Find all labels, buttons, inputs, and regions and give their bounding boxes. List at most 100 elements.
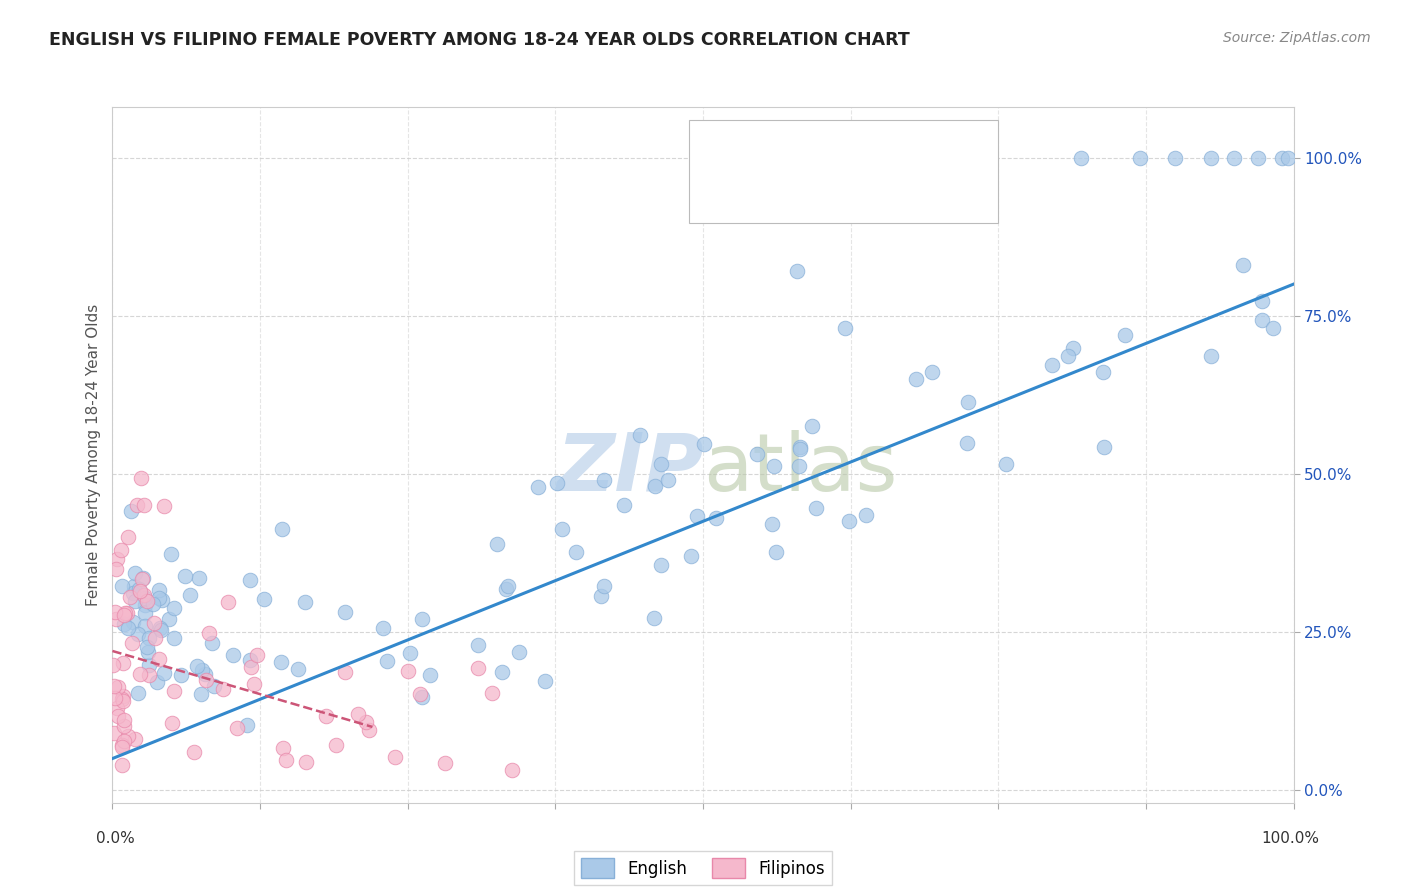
Point [335,606,357,620]
Point [1250,313,1272,327]
Point [508,645,530,659]
Point [1129,151,1152,165]
Point [411,690,433,704]
Point [593,579,616,593]
Point [111,689,134,703]
Point [1261,321,1284,335]
Point [111,740,134,755]
Point [198,625,221,640]
Legend: English, Filipinos: English, Filipinos [574,851,832,885]
Point [294,595,316,609]
Point [1232,258,1254,272]
Point [117,729,139,743]
Point [160,716,183,731]
Point [1092,365,1115,379]
Point [496,579,519,593]
Point [239,574,262,588]
Point [120,504,142,518]
Point [433,756,456,771]
Point [159,612,181,626]
Text: ZIP: ZIP [555,430,703,508]
Point [1070,151,1092,165]
Point [481,686,503,700]
Point [745,447,768,461]
Point [138,658,160,673]
Point [143,631,166,645]
Point [148,591,170,605]
Point [146,675,169,690]
Point [163,601,186,615]
Point [1062,341,1084,355]
Point [134,498,156,512]
Text: ENGLISH VS FILIPINO FEMALE POVERTY AMONG 18-24 YEAR OLDS CORRELATION CHART: ENGLISH VS FILIPINO FEMALE POVERTY AMONG… [49,31,910,49]
Point [396,664,419,678]
Point [276,753,298,767]
Point [134,598,156,612]
Point [411,612,433,626]
Point [789,440,811,454]
Point [804,500,827,515]
Point [486,537,509,551]
Point [104,562,127,576]
Text: atlas: atlas [703,430,897,508]
Point [104,691,127,706]
Point [765,545,787,559]
Point [103,680,125,694]
Point [194,673,217,688]
Point [124,593,146,607]
Point [704,510,727,524]
Point [613,498,636,512]
Point [186,659,208,673]
Point [1057,349,1080,363]
Point [138,645,160,659]
Point [115,606,138,620]
Point [104,605,127,619]
Point [657,473,679,487]
Point [834,321,856,335]
Point [592,473,614,487]
Point [243,677,266,691]
Point [354,714,377,729]
Text: Source: ZipAtlas.com: Source: ZipAtlas.com [1223,31,1371,45]
Point [1114,327,1136,342]
Point [169,667,191,681]
Point [217,595,239,609]
Point [111,579,134,593]
Point [143,615,166,630]
Point [163,631,186,645]
Point [124,732,146,747]
Point [371,621,394,635]
Point [787,458,810,473]
Point [162,684,184,698]
Point [325,738,347,752]
Point [127,686,149,700]
Point [125,498,148,512]
Point [495,582,517,596]
Point [801,419,824,434]
Point [191,664,214,678]
Point [335,665,357,679]
Point [550,522,572,536]
Point [117,621,139,635]
Point [273,741,295,756]
Point [111,657,134,671]
Point [105,552,128,566]
Point [240,660,263,674]
Point [149,621,172,635]
Point [134,591,156,605]
Point [644,479,666,493]
Point [153,500,176,514]
Point [117,530,139,544]
Point [419,668,441,682]
Point [120,590,142,604]
Point [183,745,205,759]
Point [136,640,159,655]
Point [399,646,422,660]
Point [546,475,568,490]
Point [533,673,555,688]
Point [138,668,160,682]
Point [179,587,201,601]
Point [103,726,125,740]
Point [107,708,129,723]
Text: 100.0%: 100.0% [1261,831,1320,846]
